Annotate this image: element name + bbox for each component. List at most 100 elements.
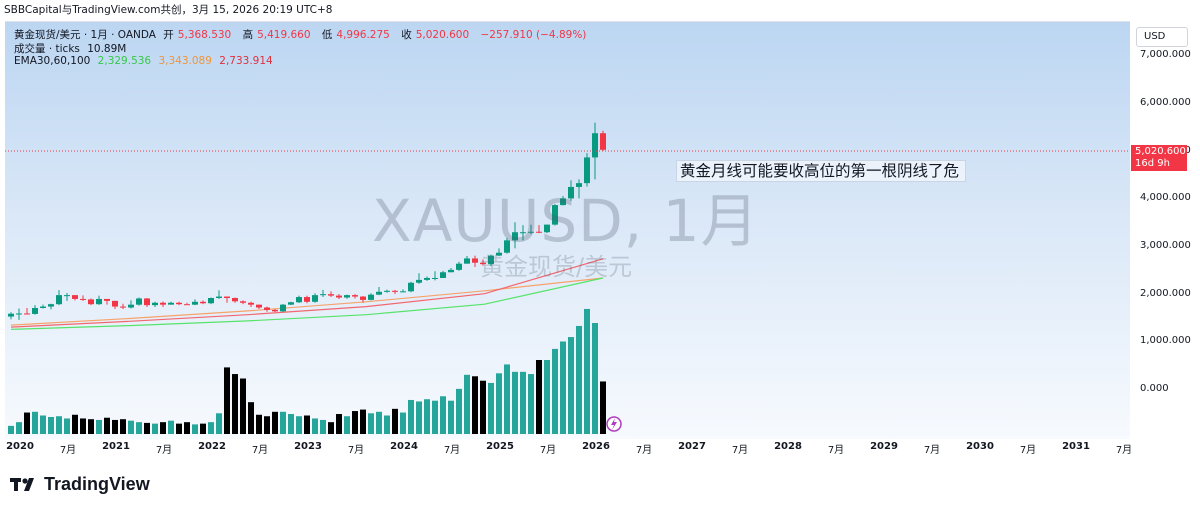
price-axis[interactable] <box>1130 21 1196 439</box>
candle <box>600 130 606 151</box>
volume-bar <box>400 412 406 434</box>
chart-area[interactable] <box>5 21 1130 439</box>
candle <box>536 225 542 234</box>
legend-ema-label: EMA30,60,100 <box>14 55 91 67</box>
time-label-year: 2021 <box>102 441 130 452</box>
candle <box>16 308 22 320</box>
volume-bar <box>72 414 78 434</box>
time-label-month: 7月 <box>155 445 173 456</box>
legend-change: −257.910 (−4.89%) <box>480 29 587 41</box>
candle <box>416 273 422 284</box>
volume-bar <box>360 409 366 434</box>
volume-bar <box>512 371 518 434</box>
volume-bar <box>32 411 38 434</box>
last-price-tag: 5,020.600 16d 9h <box>1131 145 1187 171</box>
header-text: SBBCapital与TradingView.com共创，3月 15, 2026… <box>4 4 333 16</box>
volume-bar <box>304 415 310 434</box>
annotation-text[interactable]: 黄金月线可能要收高位的第一根阴线了危 <box>676 160 966 182</box>
price-tick-label: 1,000.000 <box>1140 335 1191 347</box>
volume-bar <box>208 422 214 434</box>
time-label-year: 2020 <box>6 441 34 452</box>
volume-bar <box>280 411 286 434</box>
symbol-watermark-sub: 黄金现货/美元 <box>480 253 633 281</box>
candle <box>480 259 486 266</box>
volume-bar <box>184 422 190 434</box>
volume-bar <box>408 399 414 434</box>
candle <box>544 224 550 234</box>
candle <box>128 300 134 309</box>
symbol-watermark: XAUUSD, 1月 <box>372 187 760 255</box>
time-label-month: 7月 <box>1019 445 1037 456</box>
volume-bar <box>152 423 158 434</box>
volume-bar <box>120 419 126 434</box>
time-label-year: 2023 <box>294 441 322 452</box>
last-price-value: 5,020.600 <box>1135 146 1186 157</box>
time-label-year: 2029 <box>870 441 898 452</box>
candle <box>152 301 158 308</box>
volume-bar <box>104 417 110 434</box>
legend-ema60: 3,343.089 <box>158 55 212 67</box>
footer-brand[interactable]: TradingView <box>10 472 150 496</box>
candle <box>184 302 190 306</box>
time-label-year: 2030 <box>966 441 994 452</box>
volume-bar <box>584 308 590 434</box>
volume-bar <box>488 382 494 434</box>
tradingview-logo-icon <box>10 478 34 491</box>
candle <box>328 291 334 298</box>
candle <box>424 276 430 281</box>
currency-button[interactable]: USD <box>1136 27 1188 47</box>
candle <box>504 237 510 254</box>
candle <box>64 292 70 301</box>
candle <box>144 297 150 308</box>
chart-svg <box>5 122 1130 434</box>
volume-bar <box>368 413 374 434</box>
volume-bar <box>200 423 206 434</box>
volume-bar <box>376 411 382 434</box>
legend-close: 收 5,020.600 <box>401 29 470 41</box>
candle <box>296 295 302 303</box>
legend-ema100: 2,733.914 <box>219 55 273 67</box>
candle <box>560 196 566 206</box>
countdown: 16d 9h <box>1135 158 1170 169</box>
candle <box>264 306 270 312</box>
volume-bar <box>216 413 222 434</box>
volume-bar <box>224 367 230 434</box>
time-axis[interactable] <box>5 439 1130 458</box>
volume-bar <box>416 401 422 434</box>
candle <box>256 304 262 309</box>
price-tick-label: 3,000.000 <box>1140 240 1191 252</box>
candle <box>360 296 366 303</box>
volume-bar <box>480 380 486 434</box>
candle <box>232 297 238 303</box>
time-label-month: 7月 <box>827 445 845 456</box>
legend-symbol[interactable]: 黄金现货/美元 · 1月 · OANDA <box>14 29 156 41</box>
price-tick-label: 4,000.000 <box>1140 192 1191 204</box>
price-tick-label: 2,000.000 <box>1140 287 1191 299</box>
time-label-year: 2025 <box>486 441 514 452</box>
time-label-month: 7月 <box>347 445 365 456</box>
candle <box>376 287 382 296</box>
candle <box>40 304 46 309</box>
volume-bar <box>160 422 166 434</box>
volume-bar <box>48 416 54 434</box>
legend-volume-row[interactable]: 成交量 · ticks 10.89M <box>14 41 130 56</box>
volume-bar <box>64 418 70 434</box>
volume-bar <box>24 412 30 434</box>
legend-low: 低 4,996.275 <box>321 29 390 41</box>
volume-bar <box>168 420 174 434</box>
candle <box>8 312 14 320</box>
legend-symbol-row[interactable]: 黄金现货/美元 · 1月 · OANDA 开 5,368.530 高 5,419.6… <box>14 27 590 42</box>
candle <box>448 267 454 273</box>
volume-bar <box>472 376 478 434</box>
legend-ema-row[interactable]: EMA30,60,100 2,329.536 3,343.089 2,733.9… <box>14 55 277 67</box>
volume-bar <box>16 422 22 434</box>
time-label-month: 7月 <box>1115 445 1133 456</box>
candle <box>368 293 374 301</box>
volume-bar <box>464 374 470 434</box>
volume-bar <box>592 323 598 434</box>
lightning-icon[interactable] <box>606 416 622 432</box>
candle <box>80 295 86 301</box>
time-label-month: 7月 <box>443 445 461 456</box>
candle-layer <box>8 122 606 320</box>
candle <box>472 255 478 268</box>
